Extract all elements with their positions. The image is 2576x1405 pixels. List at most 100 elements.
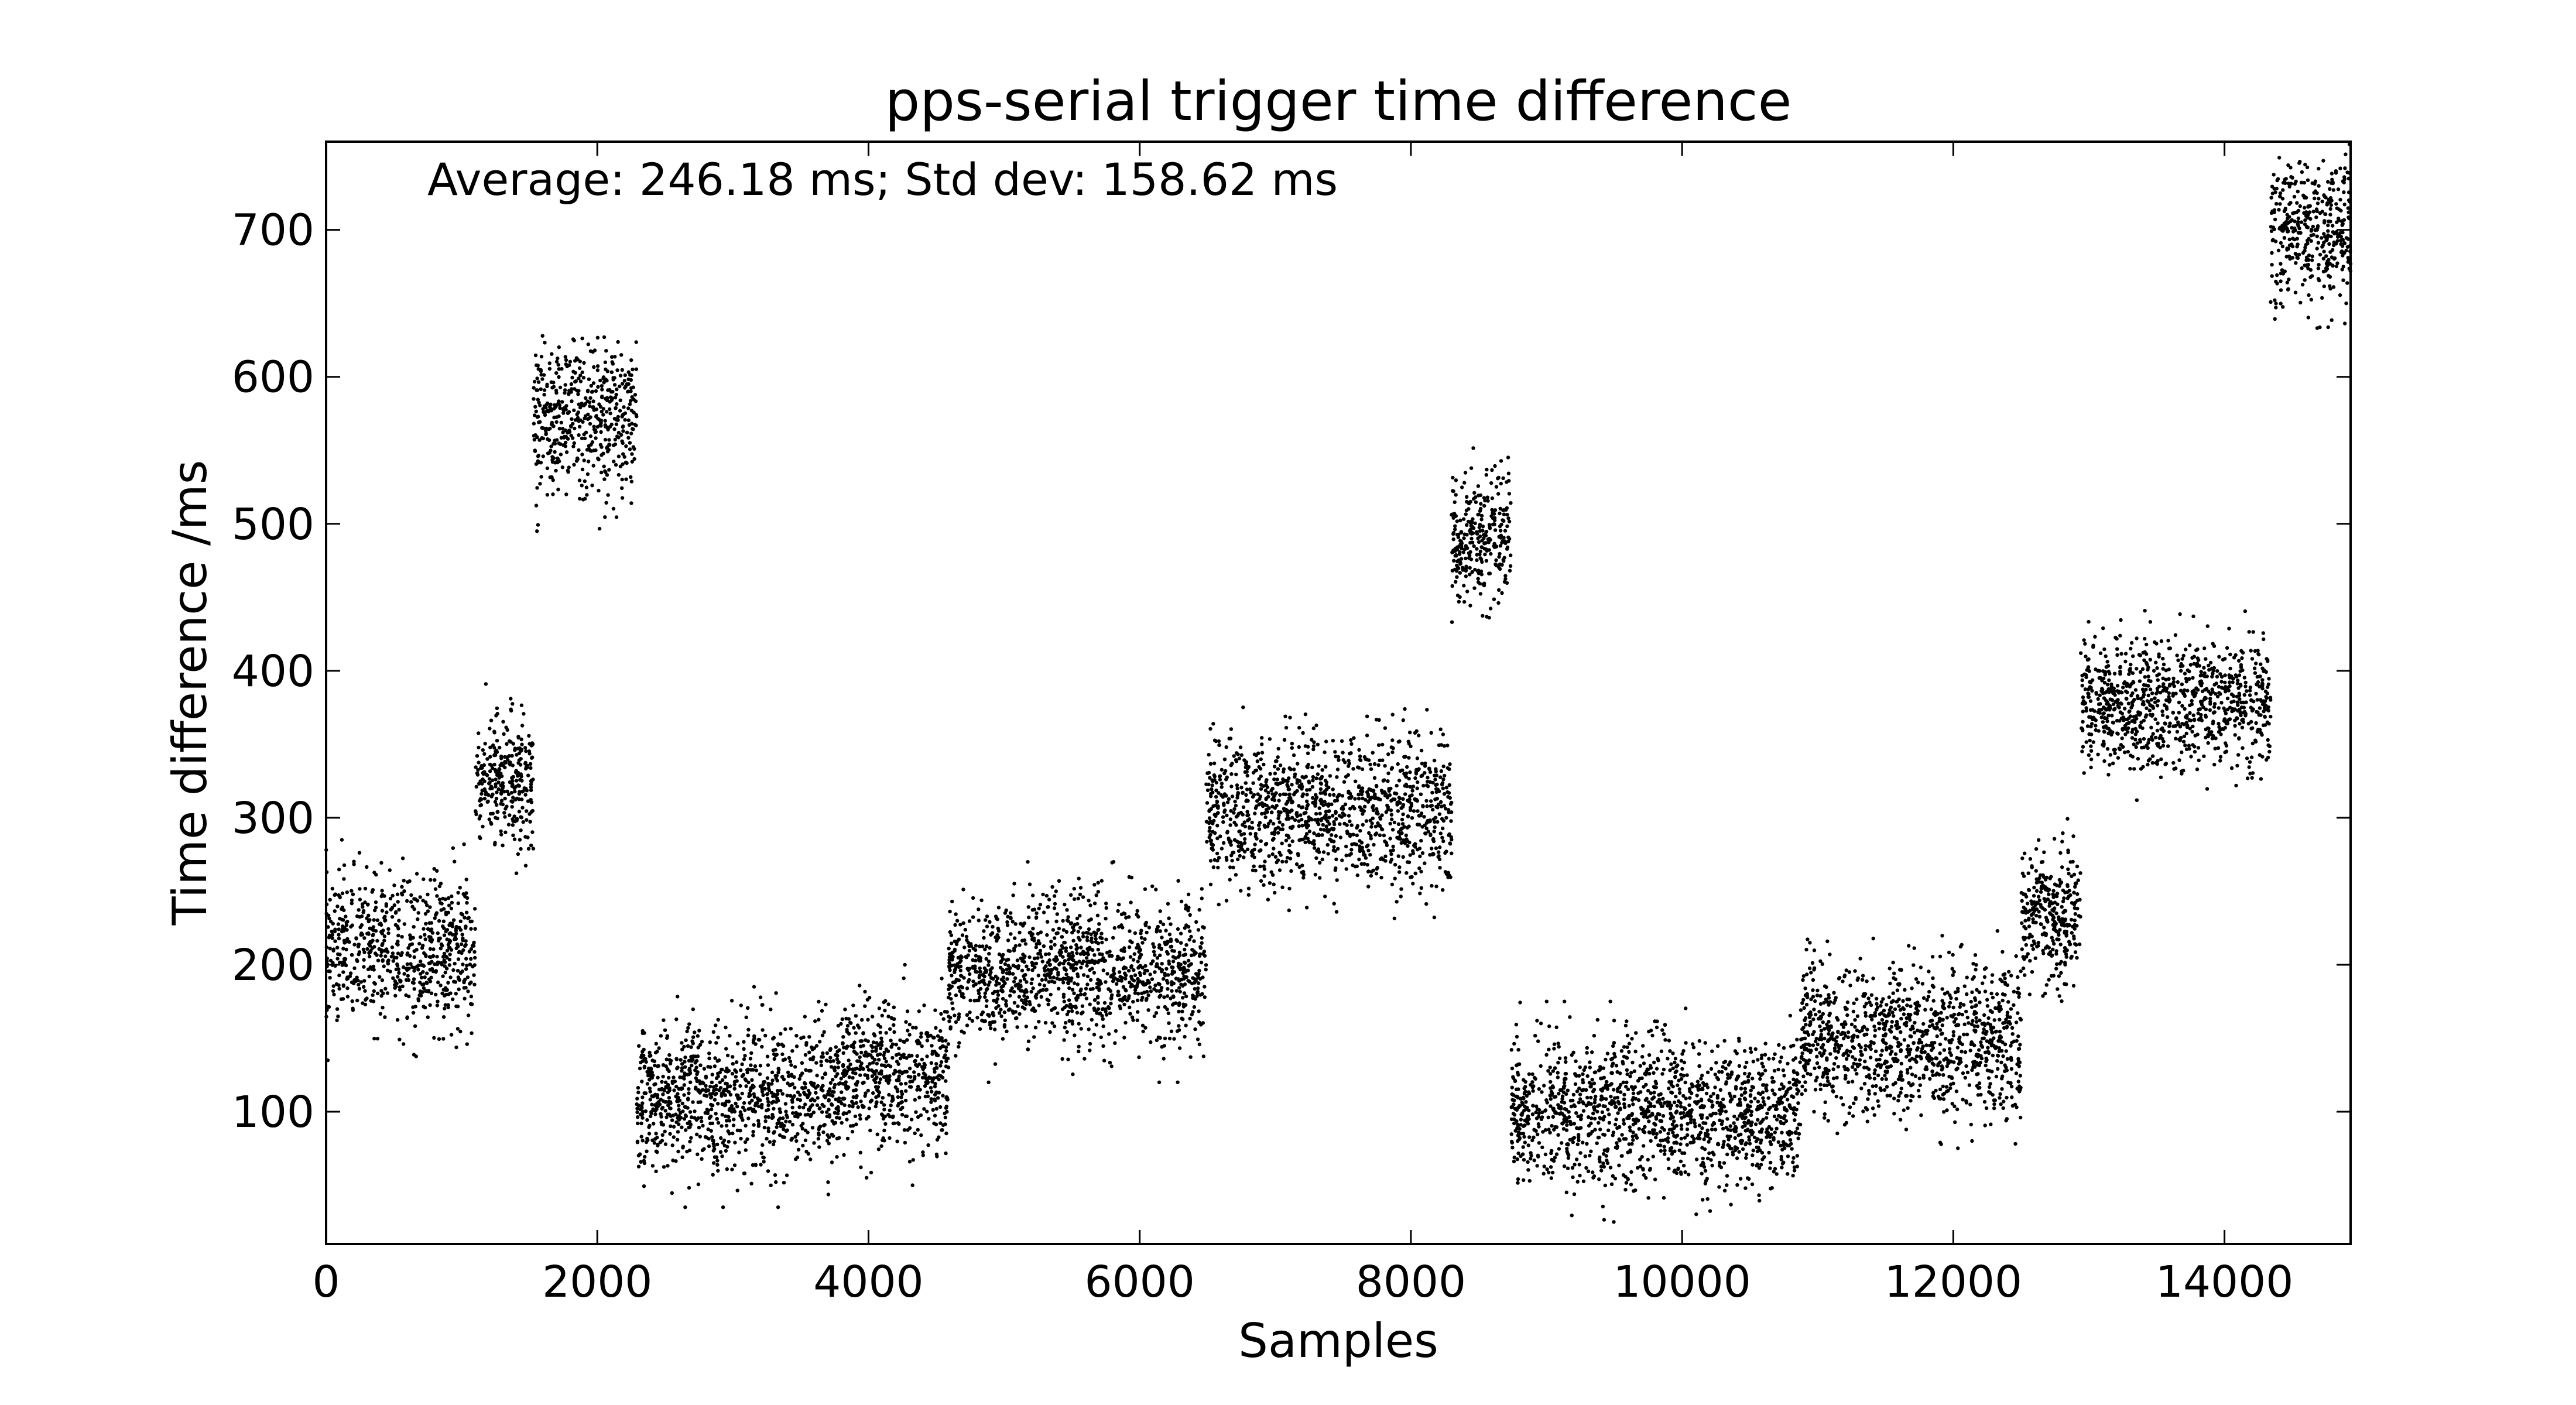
data-point (820, 1075, 825, 1080)
data-point (1097, 988, 1101, 992)
data-point (888, 1064, 893, 1068)
data-point (685, 1029, 689, 1033)
data-point (1433, 825, 1437, 830)
data-point (862, 1081, 866, 1085)
data-point (571, 444, 576, 448)
data-point (412, 987, 416, 991)
data-point (988, 946, 992, 950)
data-point (847, 1058, 851, 1063)
data-point (1111, 978, 1116, 982)
data-point (688, 1110, 693, 1114)
data-point (742, 1171, 747, 1176)
data-point (850, 1129, 855, 1134)
data-point (716, 1168, 720, 1173)
data-point (1290, 746, 1294, 750)
data-point (630, 452, 634, 456)
data-point (944, 1045, 948, 1050)
data-point (898, 1038, 902, 1043)
data-point (940, 1128, 944, 1132)
data-point (419, 992, 423, 996)
data-point (569, 382, 574, 386)
data-point (654, 1169, 658, 1174)
data-point (762, 1080, 766, 1084)
data-point (331, 984, 335, 988)
data-point (618, 464, 623, 468)
data-point (496, 780, 501, 784)
data-point (760, 1085, 764, 1090)
data-point (613, 396, 618, 400)
data-point (505, 758, 510, 762)
data-point (337, 983, 341, 988)
data-point (588, 434, 593, 438)
data-point (676, 1065, 680, 1070)
data-point (1122, 1036, 1126, 1040)
data-point (807, 1108, 811, 1112)
data-point (974, 982, 978, 986)
data-point (608, 443, 612, 447)
data-point (601, 413, 605, 417)
data-point (409, 893, 413, 897)
data-point (675, 1137, 680, 1142)
data-point (1140, 1023, 1145, 1028)
data-point (1321, 803, 1325, 807)
data-point (1090, 1017, 1094, 1022)
data-point (865, 998, 870, 1002)
data-point (769, 1008, 773, 1012)
data-point (1044, 893, 1049, 898)
data-point (896, 1121, 900, 1125)
data-point (724, 1123, 729, 1128)
data-point (450, 894, 454, 899)
data-point (375, 991, 380, 996)
data-point (1421, 783, 1426, 788)
data-point (1154, 1011, 1159, 1015)
data-point (813, 1098, 817, 1103)
data-point (1217, 902, 1221, 907)
data-point (883, 1009, 887, 1013)
data-point (598, 378, 602, 383)
data-point (847, 1104, 852, 1108)
data-point (362, 936, 366, 940)
data-point (841, 1041, 845, 1046)
data-point (746, 1027, 751, 1032)
data-point (889, 1104, 893, 1108)
data-point (735, 1188, 739, 1192)
data-point (390, 893, 395, 898)
data-point (774, 991, 778, 995)
data-point (635, 414, 639, 419)
data-point (827, 1113, 832, 1117)
data-point (830, 1160, 834, 1164)
data-point (331, 961, 335, 965)
data-point (888, 1027, 892, 1032)
data-point (499, 791, 503, 796)
data-point (888, 1115, 892, 1119)
data-point (482, 752, 487, 756)
data-point (1201, 1054, 1205, 1058)
data-point (1366, 885, 1371, 889)
data-point (739, 1112, 744, 1117)
data-point (1005, 977, 1009, 981)
data-point (1094, 937, 1098, 941)
data-point (965, 1023, 970, 1027)
data-point (440, 962, 444, 967)
data-point (1087, 927, 1091, 931)
data-point (1431, 807, 1435, 812)
data-point (640, 1109, 645, 1113)
data-point (989, 976, 994, 980)
data-point (885, 1078, 889, 1082)
data-point (1284, 725, 1289, 730)
data-point (1407, 824, 1411, 828)
data-point (1229, 843, 1233, 847)
data-point (577, 402, 581, 406)
data-point (1170, 989, 1174, 993)
data-point (1408, 784, 1412, 789)
data-point (1425, 708, 1429, 712)
data-point (676, 1130, 680, 1134)
data-point (525, 818, 529, 822)
data-point (1196, 986, 1200, 991)
data-point (1349, 823, 1354, 827)
data-point (825, 1139, 830, 1143)
data-point (983, 970, 987, 975)
data-point (1389, 852, 1393, 856)
data-point (354, 937, 358, 941)
data-point (691, 1007, 696, 1012)
